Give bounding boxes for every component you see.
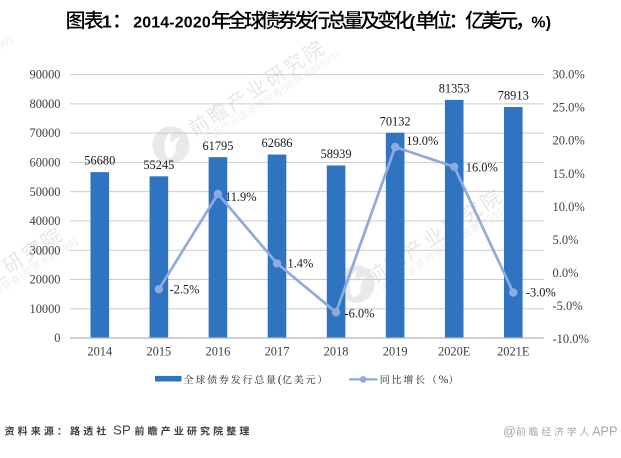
svg-text:-10.0%: -10.0% [553,332,589,346]
svg-text:20000: 20000 [30,273,61,287]
svg-text:2020E: 2020E [438,345,470,359]
svg-text:2018: 2018 [324,345,349,359]
svg-text:10000: 10000 [30,302,61,316]
svg-text:70000: 70000 [30,126,61,140]
svg-text:50000: 50000 [30,185,61,199]
svg-text:2014: 2014 [87,345,112,359]
svg-text:78913: 78913 [498,89,529,103]
svg-text:56680: 56680 [84,154,115,168]
svg-text:-6.0%: -6.0% [345,306,375,320]
svg-text:%: % [439,374,449,386]
svg-text:10.0%: 10.0% [553,200,585,214]
svg-text:20.0%: 20.0% [553,134,585,148]
svg-text:(: ( [279,84,288,95]
svg-text:58939: 58939 [321,147,352,161]
svg-text:(: ( [278,374,282,386]
svg-text:2021E: 2021E [497,345,529,359]
svg-text:16.0%: 16.0% [466,161,498,175]
svg-text:2019: 2019 [383,345,408,359]
svg-text:81353: 81353 [439,82,470,96]
svg-text:2017: 2017 [265,345,290,359]
svg-text:90000: 90000 [30,68,61,82]
svg-text:SP: SP [109,423,134,438]
svg-text:5.0%: 5.0% [553,233,579,247]
svg-text:30.0%: 30.0% [553,68,585,82]
svg-text:80000: 80000 [30,97,61,111]
svg-text:55245: 55245 [143,158,174,172]
svg-text:2016: 2016 [206,345,231,359]
svg-text:15.0%: 15.0% [553,167,585,181]
svg-text:APP: APP [592,424,617,438]
svg-text:40000: 40000 [30,214,61,228]
svg-text:0: 0 [54,331,60,345]
svg-text:61795: 61795 [202,139,233,153]
svg-text:1: 1 [102,12,112,32]
svg-text:11.9%: 11.9% [225,190,257,204]
svg-text:(: ( [17,271,26,282]
svg-text:-5.0%: -5.0% [553,299,583,313]
svg-text:70132: 70132 [380,114,411,128]
svg-text:30000: 30000 [30,243,61,257]
svg-text:2015: 2015 [146,345,171,359]
svg-text:@: @ [503,424,516,438]
svg-text:60000: 60000 [30,156,61,170]
svg-text:%): %) [531,15,551,32]
svg-text:0.0%: 0.0% [553,266,579,280]
svg-text:19.0%: 19.0% [406,134,438,148]
svg-text:2014-2020: 2014-2020 [133,15,211,32]
svg-text:-3.0%: -3.0% [526,286,556,300]
svg-text:1.4%: 1.4% [288,256,314,270]
svg-text:-2.5%: -2.5% [170,283,200,297]
svg-text:62686: 62686 [262,136,293,150]
svg-text:25.0%: 25.0% [553,101,585,115]
svg-text:(: ( [410,15,416,32]
